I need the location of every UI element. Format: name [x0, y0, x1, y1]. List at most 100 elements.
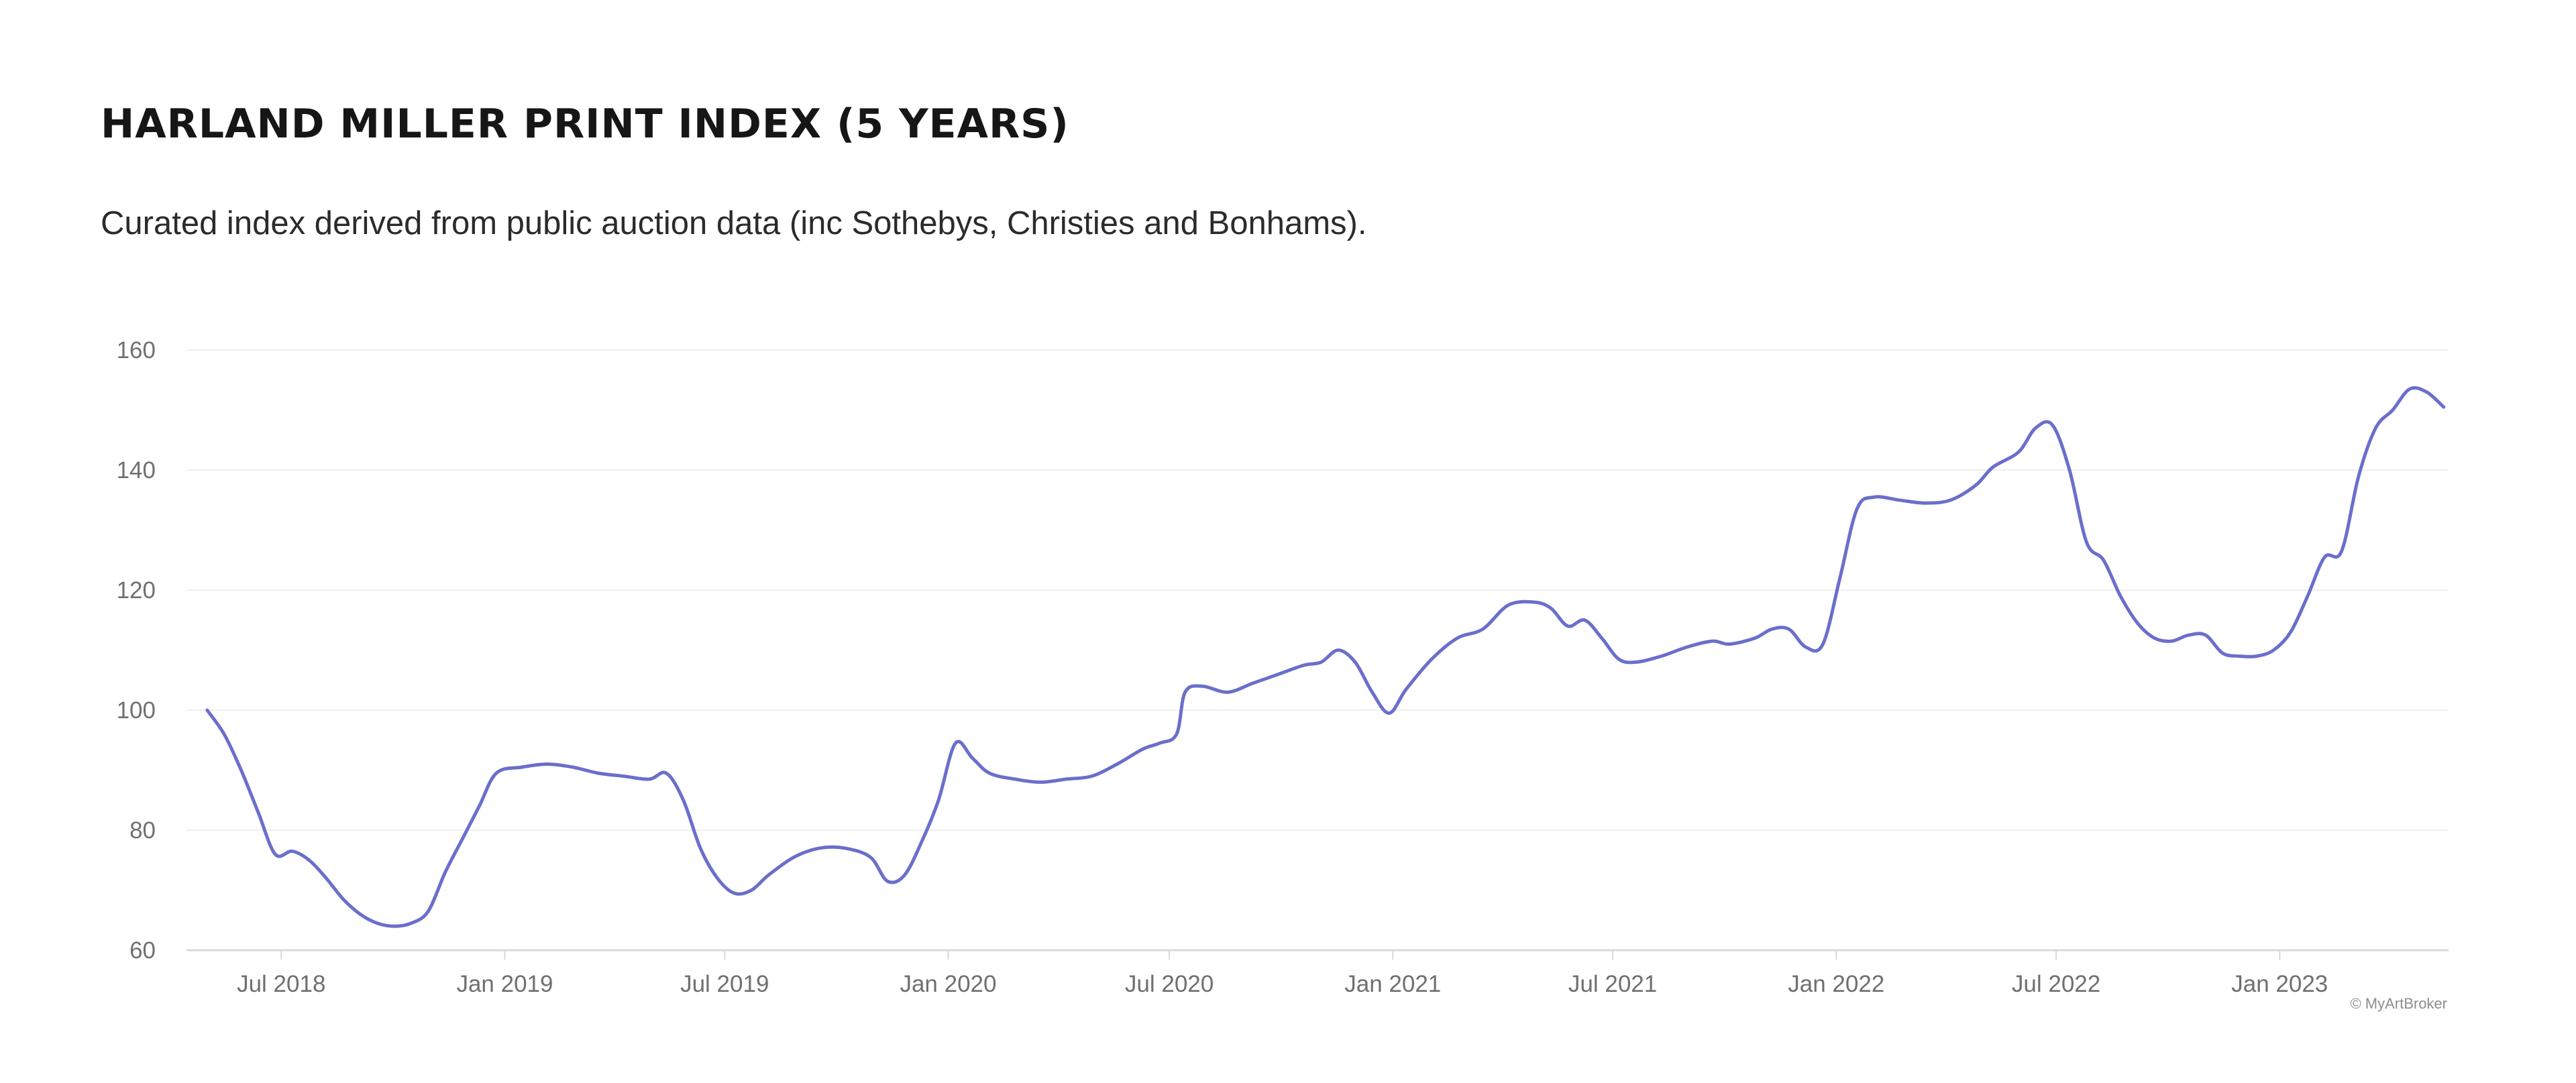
data-point	[1805, 646, 1807, 648]
x-tick-label: Jul 2020	[1125, 971, 1214, 997]
data-point	[988, 772, 991, 775]
data-point	[1754, 637, 1756, 640]
data-point	[1430, 658, 1433, 661]
y-tick-label: 120	[117, 577, 156, 604]
data-point	[2443, 406, 2445, 408]
data-point	[954, 742, 957, 744]
data-point	[2255, 655, 2258, 658]
data-point	[2425, 391, 2428, 394]
data-point	[1788, 628, 1790, 630]
data-point	[1566, 625, 1569, 628]
data-point	[1116, 763, 1118, 766]
data-point	[1456, 637, 1458, 640]
data-point	[2051, 424, 2054, 426]
data-point	[2153, 637, 2156, 640]
data-point	[2204, 634, 2207, 636]
data-point	[2323, 556, 2326, 559]
data-point	[393, 925, 396, 927]
data-point	[461, 838, 464, 840]
data-point	[223, 733, 225, 736]
data-point	[1532, 601, 1535, 604]
data-point	[869, 856, 872, 858]
data-point	[376, 922, 378, 925]
data-point	[1992, 466, 1994, 469]
data-point	[274, 853, 276, 856]
data-point	[1014, 778, 1016, 781]
data-point	[1949, 499, 1952, 502]
data-point	[1601, 637, 1603, 640]
data-point	[818, 847, 821, 850]
data-point	[1839, 577, 1841, 579]
data-point	[1201, 685, 1203, 687]
data-point	[427, 910, 429, 913]
data-point	[1872, 496, 1875, 498]
data-point	[623, 775, 625, 778]
data-point	[2290, 631, 2292, 634]
data-point	[2119, 595, 2122, 597]
data-point	[2068, 469, 2071, 471]
y-tick-label: 160	[117, 337, 156, 363]
data-point	[410, 922, 413, 925]
x-tick-label: Jan 2019	[456, 971, 553, 997]
data-point	[359, 913, 362, 915]
data-point	[1371, 691, 1374, 693]
data-point	[682, 799, 685, 801]
data-point	[793, 856, 796, 858]
data-point	[699, 847, 702, 850]
data-point	[1141, 748, 1144, 750]
y-tick-label: 100	[117, 697, 156, 724]
data-point	[495, 772, 498, 775]
data-point	[1090, 775, 1093, 778]
x-tick-label: Jan 2022	[1788, 971, 1884, 997]
data-point	[2102, 559, 2105, 561]
data-point	[1711, 640, 1714, 642]
data-point	[1277, 673, 1280, 675]
data-point	[572, 766, 574, 768]
data-point	[1481, 628, 1484, 630]
data-point	[1337, 649, 1340, 652]
data-point	[444, 871, 447, 874]
data-point	[1507, 604, 1509, 606]
data-point	[2408, 388, 2411, 390]
data-point	[1821, 643, 1824, 646]
data-point	[1303, 664, 1305, 667]
data-point	[648, 778, 651, 781]
data-point	[903, 874, 906, 876]
data-point	[1856, 508, 1858, 510]
data-point	[1159, 742, 1161, 744]
data-point	[478, 805, 480, 807]
data-point	[844, 847, 847, 850]
x-tick-label: Jan 2020	[900, 971, 996, 997]
data-point	[2017, 451, 2020, 453]
data-point	[1226, 691, 1229, 693]
data-point	[1184, 691, 1187, 693]
page-subtitle: Curated index derived from public auctio…	[101, 205, 1367, 241]
series-line	[205, 386, 2446, 928]
data-point	[2272, 649, 2275, 652]
data-point	[2188, 634, 2190, 636]
data-point	[1354, 661, 1356, 663]
y-tick-label: 80	[129, 817, 156, 844]
data-point	[1583, 619, 1586, 622]
data-point	[1686, 646, 1688, 648]
chart-credit: © MyArtBroker	[2350, 995, 2447, 1012]
data-point	[1388, 712, 1391, 715]
data-point	[971, 757, 974, 760]
data-point	[546, 763, 549, 766]
data-point	[1320, 661, 1322, 663]
data-point	[1898, 499, 1900, 502]
data-point	[2306, 595, 2309, 597]
data-point	[308, 859, 311, 862]
data-point	[937, 799, 940, 801]
data-point	[2341, 550, 2343, 553]
data-point	[2085, 540, 2088, 543]
y-tick-label: 60	[129, 937, 156, 964]
data-point	[2136, 622, 2139, 624]
data-point	[886, 880, 889, 882]
data-point	[665, 772, 667, 775]
x-tick-label: Jul 2018	[237, 971, 325, 997]
data-point	[2239, 655, 2241, 658]
data-point	[325, 877, 327, 880]
data-point	[750, 889, 753, 892]
